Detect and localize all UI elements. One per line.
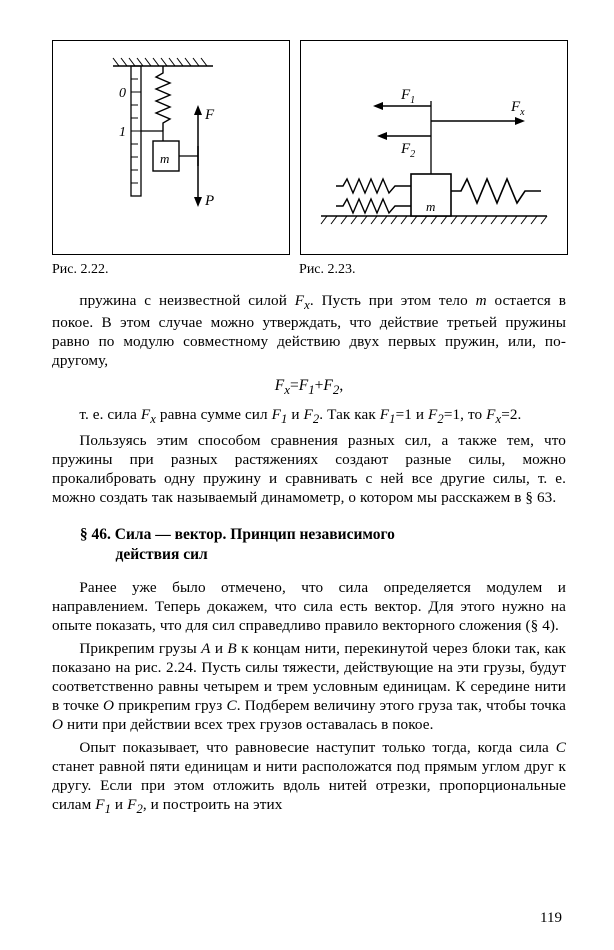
label-zero: 0 xyxy=(119,86,126,101)
label-p: P xyxy=(204,193,214,209)
paragraph-4: Ранее уже было отмечено, что сила опреде… xyxy=(52,578,566,635)
equation: Fx=F1+F2, xyxy=(52,376,566,398)
figures-row: 0 1 m F P xyxy=(52,40,566,255)
paragraph-2: т. е. сила Fx равна сумме сил F1 и F2. Т… xyxy=(52,405,566,428)
label-f1: F1 xyxy=(400,87,415,106)
caption-2-23: Рис. 2.23. xyxy=(299,261,566,279)
caption-2-22: Рис. 2.22. xyxy=(52,261,299,279)
paragraph-1: пружина с неизвестной силой Fx. Пусть пр… xyxy=(52,291,566,371)
caption-row: Рис. 2.22. Рис. 2.23. xyxy=(52,261,566,279)
section-46-title: § 46. Сила — вектор. Принцип независимог… xyxy=(80,525,566,564)
page-number: 119 xyxy=(540,909,562,928)
figure-2-22: 0 1 m F P xyxy=(52,40,290,255)
label-mass-r: m xyxy=(426,199,435,214)
label-mass: m xyxy=(160,151,169,166)
label-one: 1 xyxy=(119,125,126,140)
paragraph-5: Прикрепим грузы A и B к концам нити, пер… xyxy=(52,639,566,734)
label-f2: F2 xyxy=(400,141,415,160)
figure-2-23-svg: m F1 F2 Fx xyxy=(301,41,567,254)
paragraph-6: Опыт показывает, что равновесие наступит… xyxy=(52,738,566,818)
label-f: F xyxy=(204,107,215,123)
figure-2-22-svg: 0 1 m F P xyxy=(53,41,289,254)
figure-2-23: m F1 F2 Fx xyxy=(300,40,568,255)
label-fx: Fx xyxy=(510,99,525,118)
paragraph-3: Пользуясь этим способом сравнения разных… xyxy=(52,431,566,507)
